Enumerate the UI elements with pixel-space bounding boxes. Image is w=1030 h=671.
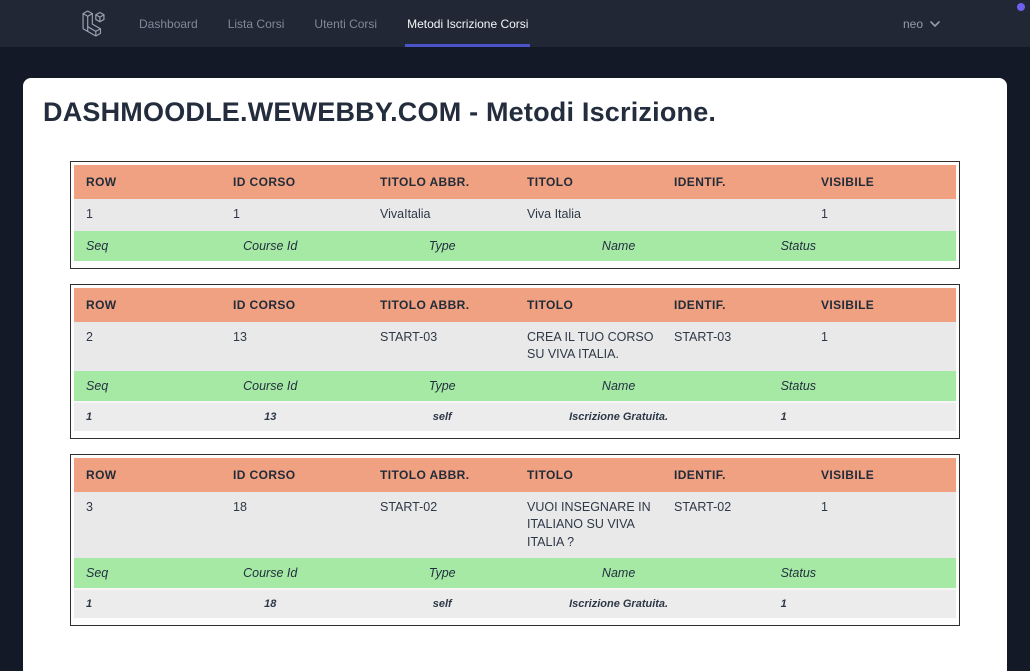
- course-cell: 1: [74, 199, 221, 231]
- course-methods-card-3: ROW ID CORSO TITOLO ABBR. TITOLO IDENTIF. VIS…: [70, 453, 960, 627]
- course-header-id-corso: ID CORSO: [221, 165, 368, 200]
- navbar-right: neo: [903, 0, 940, 47]
- method-header-type: Type: [351, 558, 533, 590]
- user-name: neo: [902, 16, 923, 31]
- course-header-visibile: VISIBILE: [809, 287, 956, 322]
- nav-item-utenti-corsi[interactable]: Utenti Corsi: [314, 16, 378, 31]
- method-header-status: Status: [704, 558, 956, 590]
- laravel-logo-icon[interactable]: [80, 0, 107, 47]
- tables-container: ROW ID CORSO TITOLO ABBR. TITOLO IDENTIF. VIS…: [70, 161, 960, 627]
- course-header-row: ROW ID CORSO TITOLO ABBR. TITOLO IDENTIF. VIS…: [74, 165, 956, 200]
- navbar-left: Dashboard Lista Corsi Utenti Corsi Metodi I…: [80, 0, 531, 47]
- course-cell: 1: [221, 199, 368, 231]
- method-cell: 1: [704, 400, 956, 431]
- method-cell: 13: [188, 400, 352, 431]
- method-header-row: Seq Course Id Type Name Status: [74, 558, 956, 590]
- course-header-titolo-abbr: TITOLO ABBR.: [368, 165, 515, 200]
- course-header-titolo: TITOLO: [515, 287, 662, 322]
- course-cell: 13: [221, 321, 368, 371]
- course-header-id-corso: ID CORSO: [221, 457, 368, 492]
- method-cell: 1: [704, 588, 956, 619]
- content-card: DASHMOODLE.WEWEBBY.COM - Metodi Iscrizio…: [23, 78, 1007, 671]
- course-methods-card-1: ROW ID CORSO TITOLO ABBR. TITOLO IDENTIF. VIS…: [70, 161, 960, 269]
- course-cell: 1: [809, 199, 956, 231]
- course-cell: START-03: [368, 321, 515, 371]
- top-navbar: Dashboard Lista Corsi Utenti Corsi Metodi I…: [0, 0, 1030, 47]
- course-cell: 18: [221, 491, 368, 559]
- method-data-row: 1 18 self Iscrizione Gratuita. 1: [74, 588, 956, 619]
- course-cell: START-03: [662, 321, 809, 371]
- method-header-course-id: Course Id: [188, 370, 352, 402]
- recording-indicator-dot: [1017, 3, 1025, 11]
- course-header-row: ROW ID CORSO TITOLO ABBR. TITOLO IDENTIF. VIS…: [74, 287, 956, 322]
- enrol-methods-table: Seq Course Id Type Name Status 1 13 self Iscrizi…: [74, 370, 956, 431]
- course-table: ROW ID CORSO TITOLO ABBR. TITOLO IDENTIF. VIS…: [74, 457, 956, 559]
- enrol-methods-table: Seq Course Id Type Name Status 1 18 self Iscrizi…: [74, 558, 956, 619]
- course-header-row: ROW: [74, 457, 221, 492]
- method-header-name: Name: [532, 558, 705, 590]
- course-header-row: ROW: [74, 165, 221, 200]
- method-cell: self: [351, 400, 533, 431]
- method-cell: 1: [74, 588, 189, 619]
- method-header-row: Seq Course Id Type Name Status: [74, 370, 956, 402]
- nav-item-dashboard[interactable]: Dashboard: [139, 16, 198, 31]
- method-header-row: Seq Course Id Type Name Status: [74, 230, 956, 261]
- course-header-titolo: TITOLO: [515, 165, 662, 200]
- user-menu[interactable]: neo: [903, 17, 940, 31]
- method-header-type: Type: [351, 370, 533, 402]
- page-title: DASHMOODLE.WEWEBBY.COM - Metodi Iscrizio…: [43, 97, 717, 127]
- course-cell: START-02: [368, 491, 515, 559]
- course-header-identif: IDENTIF.: [662, 457, 809, 492]
- course-cell: Viva Italia: [515, 199, 662, 231]
- course-cell: START-02: [662, 491, 809, 559]
- method-header-status: Status: [704, 370, 956, 402]
- course-cell: VivaItalia: [368, 199, 515, 231]
- nav-items: Dashboard Lista Corsi Utenti Corsi Metodi I…: [137, 0, 531, 47]
- course-header-id-corso: ID CORSO: [221, 287, 368, 322]
- method-header-type: Type: [351, 230, 533, 261]
- course-header-titolo: TITOLO: [515, 457, 662, 492]
- method-cell: Iscrizione Gratuita.: [532, 400, 705, 431]
- course-cell: 1: [809, 491, 956, 559]
- course-data-row: 1 1 VivaItalia Viva Italia 1: [74, 199, 956, 231]
- chevron-down-icon: [930, 20, 940, 27]
- course-header-identif: IDENTIF.: [662, 165, 809, 200]
- enrol-methods-table: Seq Course Id Type Name Status: [74, 230, 956, 261]
- course-header-visibile: VISIBILE: [809, 457, 956, 492]
- method-header-status: Status: [704, 230, 956, 261]
- method-cell: Iscrizione Gratuita.: [532, 588, 705, 619]
- nav-item-metodi-iscrizione-corsi[interactable]: Metodi Iscrizione Corsi: [405, 0, 531, 47]
- method-header-course-id: Course Id: [188, 558, 352, 590]
- course-cell: 1: [809, 321, 956, 371]
- course-cell: 2: [74, 321, 221, 371]
- course-header-titolo-abbr: TITOLO ABBR.: [368, 457, 515, 492]
- course-table: ROW ID CORSO TITOLO ABBR. TITOLO IDENTIF. VIS…: [74, 165, 956, 231]
- method-cell: 1: [74, 400, 189, 431]
- course-header-visibile: VISIBILE: [809, 165, 956, 200]
- course-cell: 3: [74, 491, 221, 559]
- method-header-seq: Seq: [74, 230, 189, 261]
- course-header-row: ROW ID CORSO TITOLO ABBR. TITOLO IDENTIF. VIS…: [74, 457, 956, 492]
- course-cell: CREA IL TUO CORSO SU VIVA ITALIA.: [515, 321, 662, 371]
- course-methods-card-2: ROW ID CORSO TITOLO ABBR. TITOLO IDENTIF. VIS…: [70, 283, 960, 439]
- course-data-row: 2 13 START-03 CREA IL TUO CORSO SU VIVA ITA…: [74, 321, 956, 371]
- course-header-identif: IDENTIF.: [662, 287, 809, 322]
- course-header-titolo-abbr: TITOLO ABBR.: [368, 287, 515, 322]
- course-cell: [662, 199, 809, 231]
- course-data-row: 3 18 START-02 VUOI INSEGNARE IN ITALIANO SU…: [74, 491, 956, 559]
- method-data-row: 1 13 self Iscrizione Gratuita. 1: [74, 400, 956, 431]
- method-cell: 18: [188, 588, 352, 619]
- method-cell: self: [351, 588, 533, 619]
- method-header-course-id: Course Id: [188, 230, 352, 261]
- course-cell: VUOI INSEGNARE IN ITALIANO SU VIVA ITALI…: [515, 491, 662, 559]
- method-header-name: Name: [532, 370, 705, 402]
- method-header-name: Name: [532, 230, 705, 261]
- nav-item-lista-corsi[interactable]: Lista Corsi: [227, 16, 285, 31]
- course-table: ROW ID CORSO TITOLO ABBR. TITOLO IDENTIF. VIS…: [74, 287, 956, 371]
- course-header-row: ROW: [74, 287, 221, 322]
- method-header-seq: Seq: [74, 370, 189, 402]
- method-header-seq: Seq: [74, 558, 189, 590]
